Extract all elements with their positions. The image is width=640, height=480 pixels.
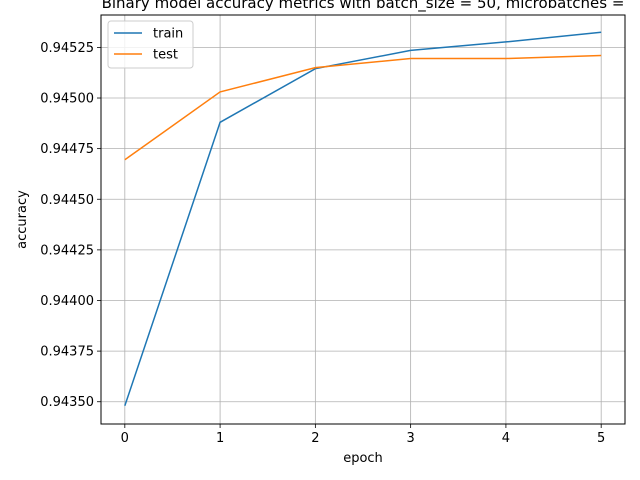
legend: train test: [107, 20, 194, 69]
x-axis-label: epoch: [343, 451, 383, 466]
y-tick-label: 0.94375: [40, 345, 94, 360]
chart-title: Binary model accuracy metrics with batch…: [102, 0, 625, 13]
legend-label-train: train: [153, 27, 183, 42]
x-tick-label: 4: [502, 431, 510, 446]
x-axis-ticks: 0 1 2 3 4 5: [121, 424, 605, 446]
x-tick-label: 0: [121, 431, 129, 446]
axes-frame: [100, 14, 626, 425]
y-tick-label: 0.94400: [40, 294, 94, 309]
series-lines: [124, 31, 602, 407]
y-axis-label: accuracy: [15, 190, 30, 249]
y-tick-label: 0.94475: [40, 142, 94, 157]
y-tick-label: 0.94350: [40, 395, 94, 410]
y-tick-label: 0.94450: [40, 193, 94, 208]
y-tick-label: 0.94525: [40, 41, 94, 56]
x-tick-label: 1: [216, 431, 224, 446]
y-tick-label: 0.94500: [40, 92, 94, 107]
x-tick-label: 3: [406, 431, 414, 446]
series-line-test: [124, 54, 602, 161]
grid-lines: [101, 15, 625, 424]
legend-label-test: test: [153, 48, 178, 63]
y-tick-label: 0.94425: [40, 243, 94, 258]
y-axis-ticks: 0.94350 0.94375 0.94400 0.94425 0.94450 0.944…: [40, 41, 101, 410]
series-line-train: [124, 31, 602, 407]
x-tick-label: 2: [311, 431, 319, 446]
x-tick-label: 5: [597, 431, 605, 446]
